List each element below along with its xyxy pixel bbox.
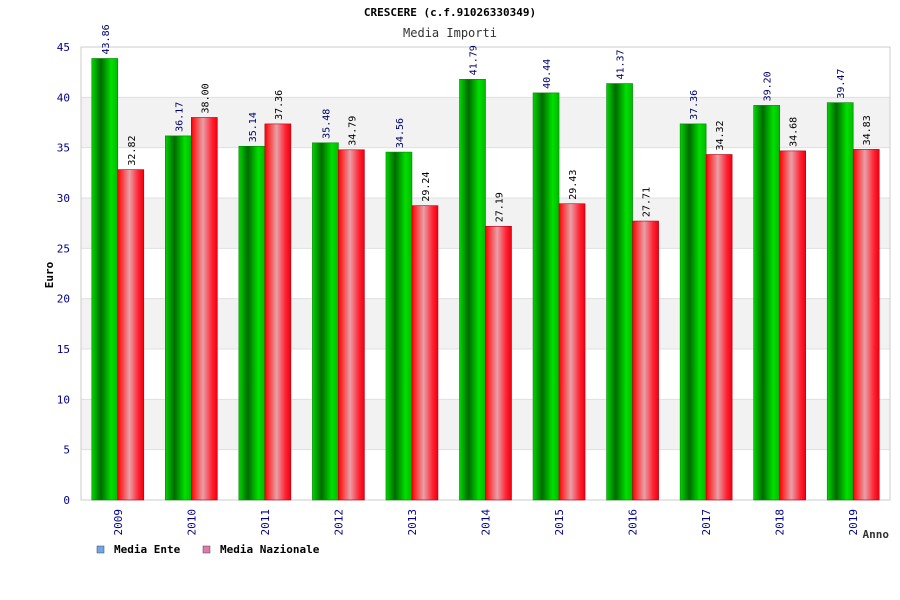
bar-media-nazionale-2011 [264,123,292,501]
y-tick-label: 0 [63,494,70,507]
bar-media-ente-2009 [91,58,119,501]
chart-title: CRESCERE (c.f.91026330349) [364,6,536,19]
y-tick-label: 20 [57,293,70,306]
legend-label-media-ente: Media Ente [114,543,181,556]
y-tick-label: 15 [57,343,70,356]
data-label: 36.17 [174,102,185,132]
data-label: 41.79 [469,45,480,75]
data-label: 38.00 [200,83,211,113]
x-tick-label: 2013 [406,509,419,536]
legend-label-media-nazionale: Media Nazionale [220,543,320,556]
x-tick-label: 2010 [185,509,198,536]
data-label: 39.20 [763,71,774,101]
data-label: 29.43 [568,170,579,200]
data-label: 35.48 [321,109,332,139]
plot-area: 0 5 10 15 20 25 30 35 40 45 43.86 32.82 2009 36.17 38.… [57,24,891,536]
x-tick-label: 2011 [259,509,272,536]
bar-media-nazionale-2015 [558,203,586,501]
data-label: 34.83 [862,115,873,145]
data-label: 34.32 [715,120,726,150]
data-label: 27.19 [495,192,506,222]
bar-media-nazionale-2013 [411,205,439,501]
legend-swatch-media-ente [96,545,105,554]
data-label: 40.44 [542,59,553,89]
data-label: 29.24 [421,172,432,202]
bar-media-nazionale-2019 [852,149,880,501]
x-tick-label: 2012 [332,509,345,536]
x-tick-label: 2015 [553,509,566,536]
x-tick-label: 2018 [774,509,787,536]
bar-media-ente-2012 [312,142,339,501]
legend-swatch-media-nazionale [202,545,211,554]
y-tick-label: 40 [57,91,70,104]
bar-media-ente-2019 [826,102,854,501]
y-tick-label: 5 [63,444,70,457]
bar-media-ente-2010 [165,135,192,501]
bar-media-nazionale-2010 [191,117,218,501]
bar-media-ente-2016 [606,83,633,501]
y-tick-label: 30 [57,192,70,205]
x-tick-label: 2019 [847,509,860,536]
legend: Media Ente Media Nazionale [96,543,320,556]
x-tick-label: 2016 [627,509,640,536]
data-label: 39.47 [836,69,847,99]
bar-media-ente-2017 [679,123,707,501]
y-axis-label: Euro [43,261,56,288]
y-tick-label: 10 [57,393,70,406]
bar-media-nazionale-2016 [632,220,659,501]
bar-media-nazionale-2009 [117,169,145,501]
bar-media-ente-2013 [385,151,413,501]
data-label: 35.14 [248,112,259,142]
data-label: 34.79 [347,116,358,146]
x-axis-label: Anno [863,528,890,541]
bar-media-nazionale-2018 [779,150,806,501]
data-label: 43.86 [101,24,112,54]
y-tick-label: 35 [57,142,70,155]
data-label: 32.82 [127,136,138,166]
bar-media-nazionale-2014 [485,225,512,501]
x-tick-label: 2017 [700,509,713,536]
bar-media-nazionale-2017 [705,154,733,501]
data-label: 34.56 [395,118,406,148]
chart-subtitle: Media Importi [403,26,497,40]
x-tick-label: 2014 [480,509,493,536]
y-tick-label: 25 [57,242,70,255]
bar-media-nazionale-2012 [338,149,365,501]
bar-media-ente-2011 [238,145,266,501]
data-label: 34.68 [789,117,800,147]
bar-media-ente-2014 [459,79,486,501]
data-label: 37.36 [689,90,700,120]
x-tick-label: 2009 [112,509,125,536]
y-tick-label: 45 [57,41,70,54]
bar-media-ente-2015 [532,92,560,501]
data-label: 27.71 [642,187,653,217]
bar-media-ente-2018 [753,105,780,501]
data-label: 41.37 [616,49,627,79]
data-label: 37.36 [274,90,285,120]
